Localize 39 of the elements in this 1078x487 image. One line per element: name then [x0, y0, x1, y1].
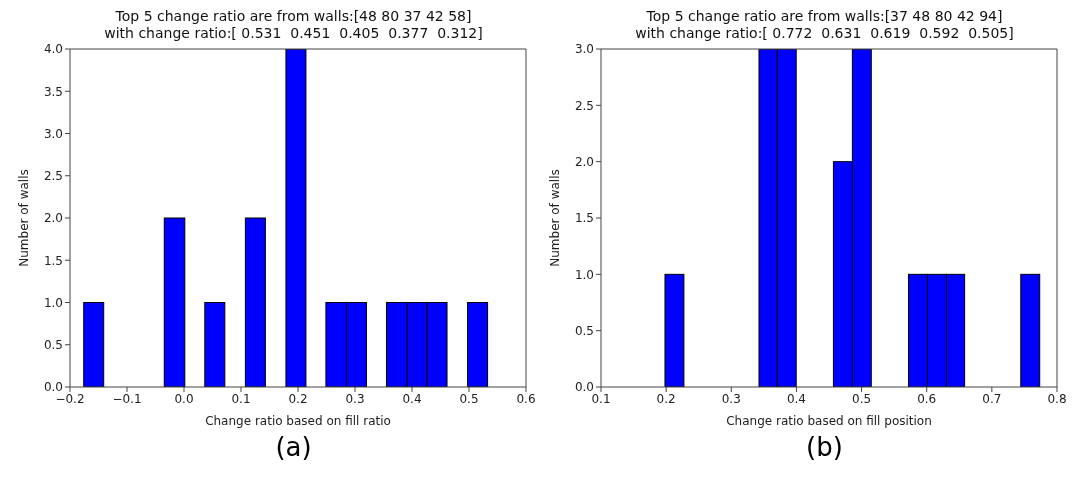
y-tick-label: 0.5	[574, 323, 594, 338]
x-tick-label: 0.2	[656, 391, 676, 406]
x-tick-label: 0.1	[591, 391, 611, 406]
x-tick-label: 0.2	[288, 391, 308, 406]
y-tick-label: 3.0	[574, 42, 594, 57]
x-tick-label: 0.8	[1047, 391, 1067, 406]
x-tick-label: 0.3	[721, 391, 741, 406]
y-axis-title: Number of walls	[548, 169, 563, 267]
y-tick-label: 1.0	[43, 295, 63, 310]
y-tick-label: 0.5	[43, 338, 63, 353]
y-tick-label: 1.0	[574, 267, 594, 282]
y-tick-label: 1.5	[43, 253, 63, 268]
y-tick-label: 2.0	[43, 211, 63, 226]
x-tick-label: 0.0	[174, 391, 194, 406]
y-tick-label: 2.0	[574, 154, 594, 169]
chart-title: Top 5 change ratio are from walls:[37 48 80 42 94] with change ratio:[ 0.772 0.631 0.619 0.592 0.505]	[634, 8, 1015, 42]
y-tick-label: 0.0	[574, 380, 594, 395]
text: (b)	[805, 432, 844, 462]
y-axis-title: Number of walls	[17, 169, 32, 267]
x-tick-label: 0.3	[345, 391, 365, 406]
x-tick-label: 0.5	[459, 391, 479, 406]
x-tick-label: 0.6	[917, 391, 937, 406]
x-tick-label: 0.1	[231, 391, 251, 406]
x-tick-label: 0.6	[516, 391, 536, 406]
y-tick-label: 1.5	[574, 211, 594, 226]
x-axis-title: Change ratio based on fill ratio	[205, 414, 391, 428]
y-tick-label: 3.0	[43, 126, 63, 141]
chart-title: Top 5 change ratio are from walls:[48 80 37 42 58] with change ratio:[ 0.531 0.451 0.405 0.377 0.312]	[103, 8, 484, 42]
y-tick-label: 2.5	[574, 98, 594, 113]
y-tick-label: 3.5	[43, 84, 63, 99]
x-tick-label: 0.4	[786, 391, 806, 406]
x-axis-title: Change ratio based on fill position	[726, 414, 932, 428]
x-tick-label: 0.4	[402, 391, 422, 406]
y-tick-label: 2.5	[43, 169, 63, 184]
y-tick-label: 4.0	[43, 42, 63, 57]
x-tick-label: 0.7	[982, 391, 1002, 406]
text: (a)	[274, 432, 313, 462]
x-tick-label: −0.1	[112, 391, 142, 406]
x-tick-label: 0.5	[852, 391, 872, 406]
